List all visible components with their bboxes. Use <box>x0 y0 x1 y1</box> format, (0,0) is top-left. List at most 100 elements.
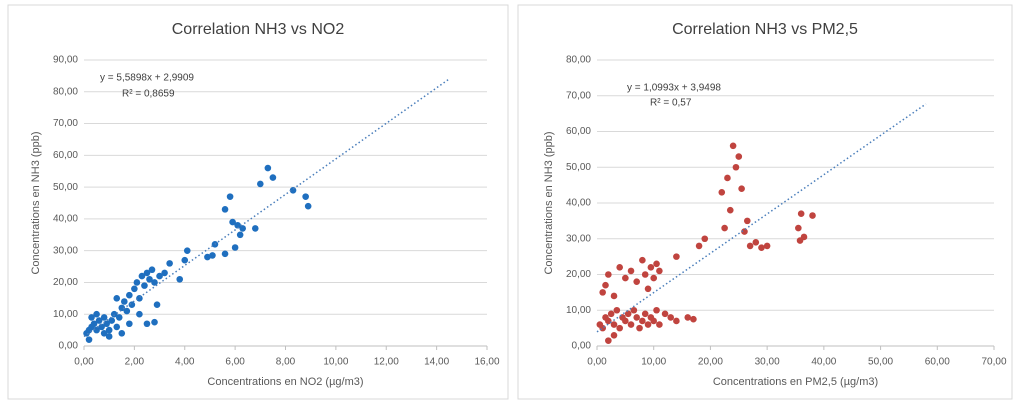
x-tick-label: 0,00 <box>587 357 607 368</box>
point <box>93 310 100 318</box>
point <box>118 304 126 312</box>
point <box>627 321 635 328</box>
point <box>752 239 760 246</box>
point <box>98 323 105 331</box>
point <box>131 285 138 293</box>
point <box>226 193 234 200</box>
x-axis-label: Concentrations en NO2 (µg/m3) <box>207 376 363 388</box>
point <box>143 269 151 277</box>
point <box>624 310 632 318</box>
point <box>809 212 816 219</box>
point <box>729 142 737 150</box>
point <box>650 274 658 282</box>
point <box>639 317 646 325</box>
point <box>613 306 621 314</box>
point <box>100 329 108 337</box>
point <box>746 242 754 250</box>
y-tick-label: 0,00 <box>572 341 592 352</box>
point <box>115 314 123 321</box>
point <box>599 324 606 332</box>
point <box>673 317 680 325</box>
point <box>633 314 640 321</box>
point <box>610 321 618 328</box>
y-tick-label: 60,00 <box>566 126 591 137</box>
point <box>690 315 697 323</box>
y-axis-label: Concentrations en NH3 (ppb) <box>543 131 555 274</box>
x-tick-label: 10,00 <box>323 357 348 368</box>
point <box>302 193 309 200</box>
point <box>95 317 103 324</box>
y-tick-label: 10,00 <box>566 305 591 316</box>
point <box>148 266 156 274</box>
point <box>763 242 771 250</box>
y-tick-label: 70,00 <box>566 90 591 101</box>
point <box>616 264 623 271</box>
point <box>143 320 151 328</box>
point <box>650 317 658 325</box>
x-tick-label: 4,00 <box>175 357 195 368</box>
point <box>605 271 612 278</box>
point <box>113 295 121 302</box>
point <box>136 310 143 318</box>
point <box>653 306 660 314</box>
point <box>647 264 655 271</box>
point <box>800 233 808 241</box>
point <box>221 250 229 258</box>
point <box>229 218 236 226</box>
point <box>636 324 643 332</box>
trendline <box>596 103 927 333</box>
y-tick-label: 50,00 <box>566 162 591 173</box>
point <box>627 267 635 275</box>
point <box>251 225 259 232</box>
y-tick-label: 60,00 <box>53 150 78 161</box>
y-tick-label: 20,00 <box>53 277 78 288</box>
annotation: R² = 0,57 <box>650 98 692 109</box>
y-axis-label: Concentrations en NH3 (ppb) <box>30 131 42 274</box>
point <box>133 279 141 286</box>
point <box>602 281 609 289</box>
y-tick-label: 20,00 <box>566 269 591 280</box>
point <box>758 244 765 251</box>
point <box>653 260 660 268</box>
x-tick-label: 10,00 <box>641 357 666 368</box>
y-tick-label: 0,00 <box>59 341 79 352</box>
chart-title: Correlation NH3 vs PM2,5 <box>672 21 858 38</box>
point <box>113 323 121 331</box>
point <box>599 289 606 296</box>
point <box>209 252 216 259</box>
x-tick-label: 60,00 <box>925 357 950 368</box>
point <box>161 269 168 277</box>
x-tick-label: 6,00 <box>225 357 245 368</box>
point <box>239 225 246 232</box>
point <box>644 321 652 328</box>
point <box>105 326 113 334</box>
annotation: y = 5,5898x + 2,9909 <box>100 73 194 84</box>
point <box>684 314 692 321</box>
point <box>231 244 239 251</box>
y-tick-label: 70,00 <box>53 118 78 129</box>
point <box>151 279 158 286</box>
point <box>741 228 748 235</box>
y-tick-label: 80,00 <box>566 55 591 66</box>
point <box>269 174 277 181</box>
point <box>610 331 618 339</box>
point <box>128 301 136 308</box>
point <box>735 153 743 160</box>
x-axis-label: Concentrations en PM2,5 (µg/m3) <box>713 376 878 388</box>
x-tick-label: 14,00 <box>424 357 449 368</box>
point <box>264 164 272 172</box>
panel <box>7 4 509 400</box>
point <box>724 174 731 182</box>
point <box>738 185 745 192</box>
trendline <box>83 78 450 338</box>
point <box>100 314 108 321</box>
point <box>141 282 148 289</box>
x-tick-label: 0,00 <box>74 357 94 368</box>
y-tick-label: 50,00 <box>53 182 78 193</box>
point <box>304 202 312 210</box>
point <box>616 324 623 332</box>
y-tick-label: 30,00 <box>53 245 78 256</box>
x-tick-label: 8,00 <box>276 357 296 368</box>
point <box>656 267 663 275</box>
x-tick-label: 30,00 <box>755 357 780 368</box>
